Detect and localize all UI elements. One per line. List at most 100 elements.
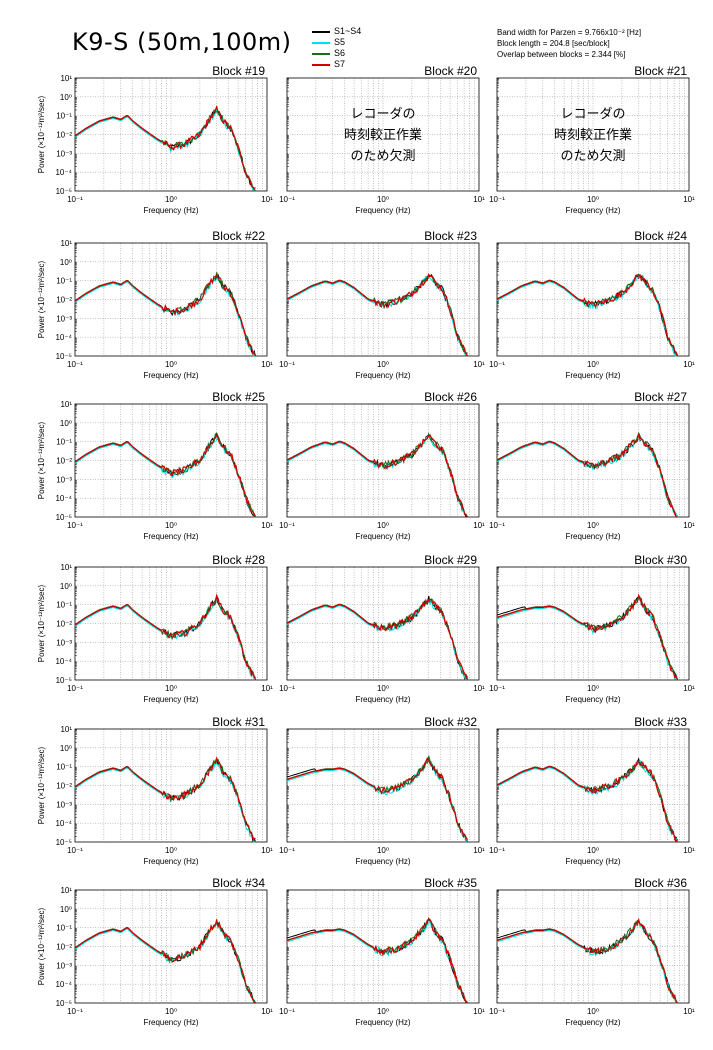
series-line: [496, 593, 679, 681]
x-tick-label: 10⁰: [377, 684, 389, 693]
y-tick-label: 10⁻⁴: [55, 819, 72, 828]
x-tick-label: 10⁰: [165, 360, 177, 369]
y-tick-label: 10⁻⁵: [56, 999, 72, 1008]
block-panel: Block #26 10⁻¹ 10⁰ 10¹ Frequency (Hz): [279, 390, 485, 541]
y-tick-label: 10⁻⁵: [56, 838, 72, 847]
missing-data-note: のため欠測: [350, 148, 415, 163]
plot-frame: [74, 566, 268, 681]
block-label: Block #23: [424, 229, 477, 243]
x-tick-label: 10⁰: [165, 846, 177, 855]
series-line: [74, 105, 256, 189]
x-tick-label: 10¹: [473, 360, 485, 369]
x-axis-label: Frequency (Hz): [143, 1018, 198, 1027]
y-tick-label: 10⁻¹: [56, 438, 72, 447]
block-label: Block #24: [634, 229, 687, 243]
plot-frame: [74, 889, 268, 1004]
y-axis-label: Power (×10⁻¹²m²/sec): [37, 907, 46, 985]
x-tick-label: 10⁰: [377, 846, 389, 855]
legend-label: S5: [334, 37, 346, 47]
block-label: Block #32: [424, 715, 477, 729]
x-tick-label: 10⁻¹: [279, 521, 295, 530]
plot-frame: [286, 77, 480, 192]
block-label: Block #29: [424, 553, 477, 567]
x-tick-label: 10⁻¹: [67, 360, 83, 369]
block-panel: Block #27 10⁻¹ 10⁰ 10¹ Frequency (Hz): [489, 390, 695, 541]
y-tick-label: 10⁻⁴: [55, 333, 72, 342]
plot-frame: [286, 728, 480, 843]
x-axis-label: Frequency (Hz): [355, 532, 410, 541]
x-tick-label: 10¹: [261, 1007, 273, 1016]
block-panel: Block #21 10⁻¹ 10⁰ 10¹ Frequency (Hz) レコーダの時刻…: [489, 64, 695, 215]
x-tick-label: 10¹: [261, 521, 273, 530]
y-tick-label: 10⁻¹: [56, 924, 72, 933]
x-tick-label: 10⁻¹: [279, 195, 295, 204]
legend-item: S7: [312, 59, 361, 70]
series-line: [74, 758, 256, 843]
y-tick-label: 10⁻⁴: [55, 168, 72, 177]
legend-label: S7: [334, 59, 346, 69]
block-panel: Block #24 10⁻¹ 10⁰ 10¹ Frequency (Hz): [489, 229, 695, 380]
x-tick-label: 10¹: [261, 360, 273, 369]
series-line: [74, 433, 257, 518]
x-tick-label: 10⁻¹: [67, 521, 83, 530]
x-tick-label: 10¹: [683, 360, 695, 369]
x-tick-label: 10¹: [261, 684, 273, 693]
series-line: [74, 756, 256, 840]
x-tick-label: 10⁻¹: [489, 846, 505, 855]
y-tick-label: 10⁰: [60, 419, 72, 428]
plot-frame: [496, 77, 690, 192]
block-panel: Block #19 10⁻¹ 10⁰ 10¹ Frequency (Hz) 10¹ 10⁰ 1…: [37, 64, 273, 215]
block-label: Block #30: [634, 553, 687, 567]
y-axis-label: Power (×10⁻¹²m²/sec): [37, 260, 46, 338]
x-tick-label: 10⁰: [165, 521, 177, 530]
plot-frame: [74, 242, 268, 357]
y-axis-label: Power (×10⁻¹²m²/sec): [37, 421, 46, 499]
block-label: Block #22: [212, 229, 265, 243]
block-label: Block #26: [424, 390, 477, 404]
x-tick-label: 10⁻¹: [279, 1007, 295, 1016]
plot-frame: [74, 77, 268, 192]
y-tick-label: 10⁻⁴: [55, 494, 72, 503]
series-line: [496, 433, 678, 518]
x-tick-label: 10¹: [261, 846, 273, 855]
series-line: [74, 434, 256, 518]
x-axis-label: Frequency (Hz): [143, 371, 198, 380]
y-tick-label: 10⁻³: [56, 800, 72, 809]
block-label: Block #31: [212, 715, 265, 729]
plot-frame: [496, 566, 690, 681]
x-tick-label: 10⁻¹: [67, 846, 83, 855]
series-line: [74, 918, 256, 1004]
parameter-line: Overlap between blocks = 2.344 [%]: [497, 50, 626, 59]
x-axis-label: Frequency (Hz): [143, 532, 198, 541]
y-tick-label: 10⁻²: [56, 620, 72, 629]
x-axis-label: Frequency (Hz): [565, 695, 620, 704]
x-tick-label: 10⁻¹: [489, 521, 505, 530]
x-axis-label: Frequency (Hz): [565, 371, 620, 380]
x-tick-label: 10¹: [261, 195, 273, 204]
legend-item: S1~S4: [312, 26, 361, 37]
y-tick-label: 10⁻²: [56, 296, 72, 305]
x-axis-label: Frequency (Hz): [355, 695, 410, 704]
series-line: [74, 920, 257, 1004]
block-label: Block #36: [634, 876, 687, 890]
missing-data-note: レコーダの: [350, 106, 415, 121]
y-tick-label: 10⁻³: [56, 475, 72, 484]
y-tick-label: 10⁰: [60, 905, 72, 914]
page-title: K9-S (50m,100m): [72, 28, 292, 56]
legend-swatch: [312, 41, 330, 44]
x-tick-label: 10⁻¹: [67, 195, 83, 204]
series-line: [496, 917, 678, 1004]
x-tick-label: 10⁻¹: [67, 684, 83, 693]
block-panel: Block #31 10⁻¹ 10⁰ 10¹ Frequency (Hz) 10¹ 10⁰ 1…: [37, 715, 273, 866]
y-tick-label: 10⁻⁵: [56, 676, 72, 685]
series-line: [74, 922, 256, 1004]
block-panel: Block #33 10⁻¹ 10⁰ 10¹ Frequency (Hz): [489, 715, 695, 866]
x-tick-label: 10⁰: [587, 684, 599, 693]
x-tick-label: 10⁻¹: [279, 684, 295, 693]
y-tick-label: 10⁻¹: [56, 277, 72, 286]
series-line: [286, 917, 468, 1004]
y-tick-label: 10¹: [60, 400, 72, 409]
x-tick-label: 10⁰: [587, 846, 599, 855]
block-panel: Block #32 10⁻¹ 10⁰ 10¹ Frequency (Hz): [279, 715, 485, 866]
